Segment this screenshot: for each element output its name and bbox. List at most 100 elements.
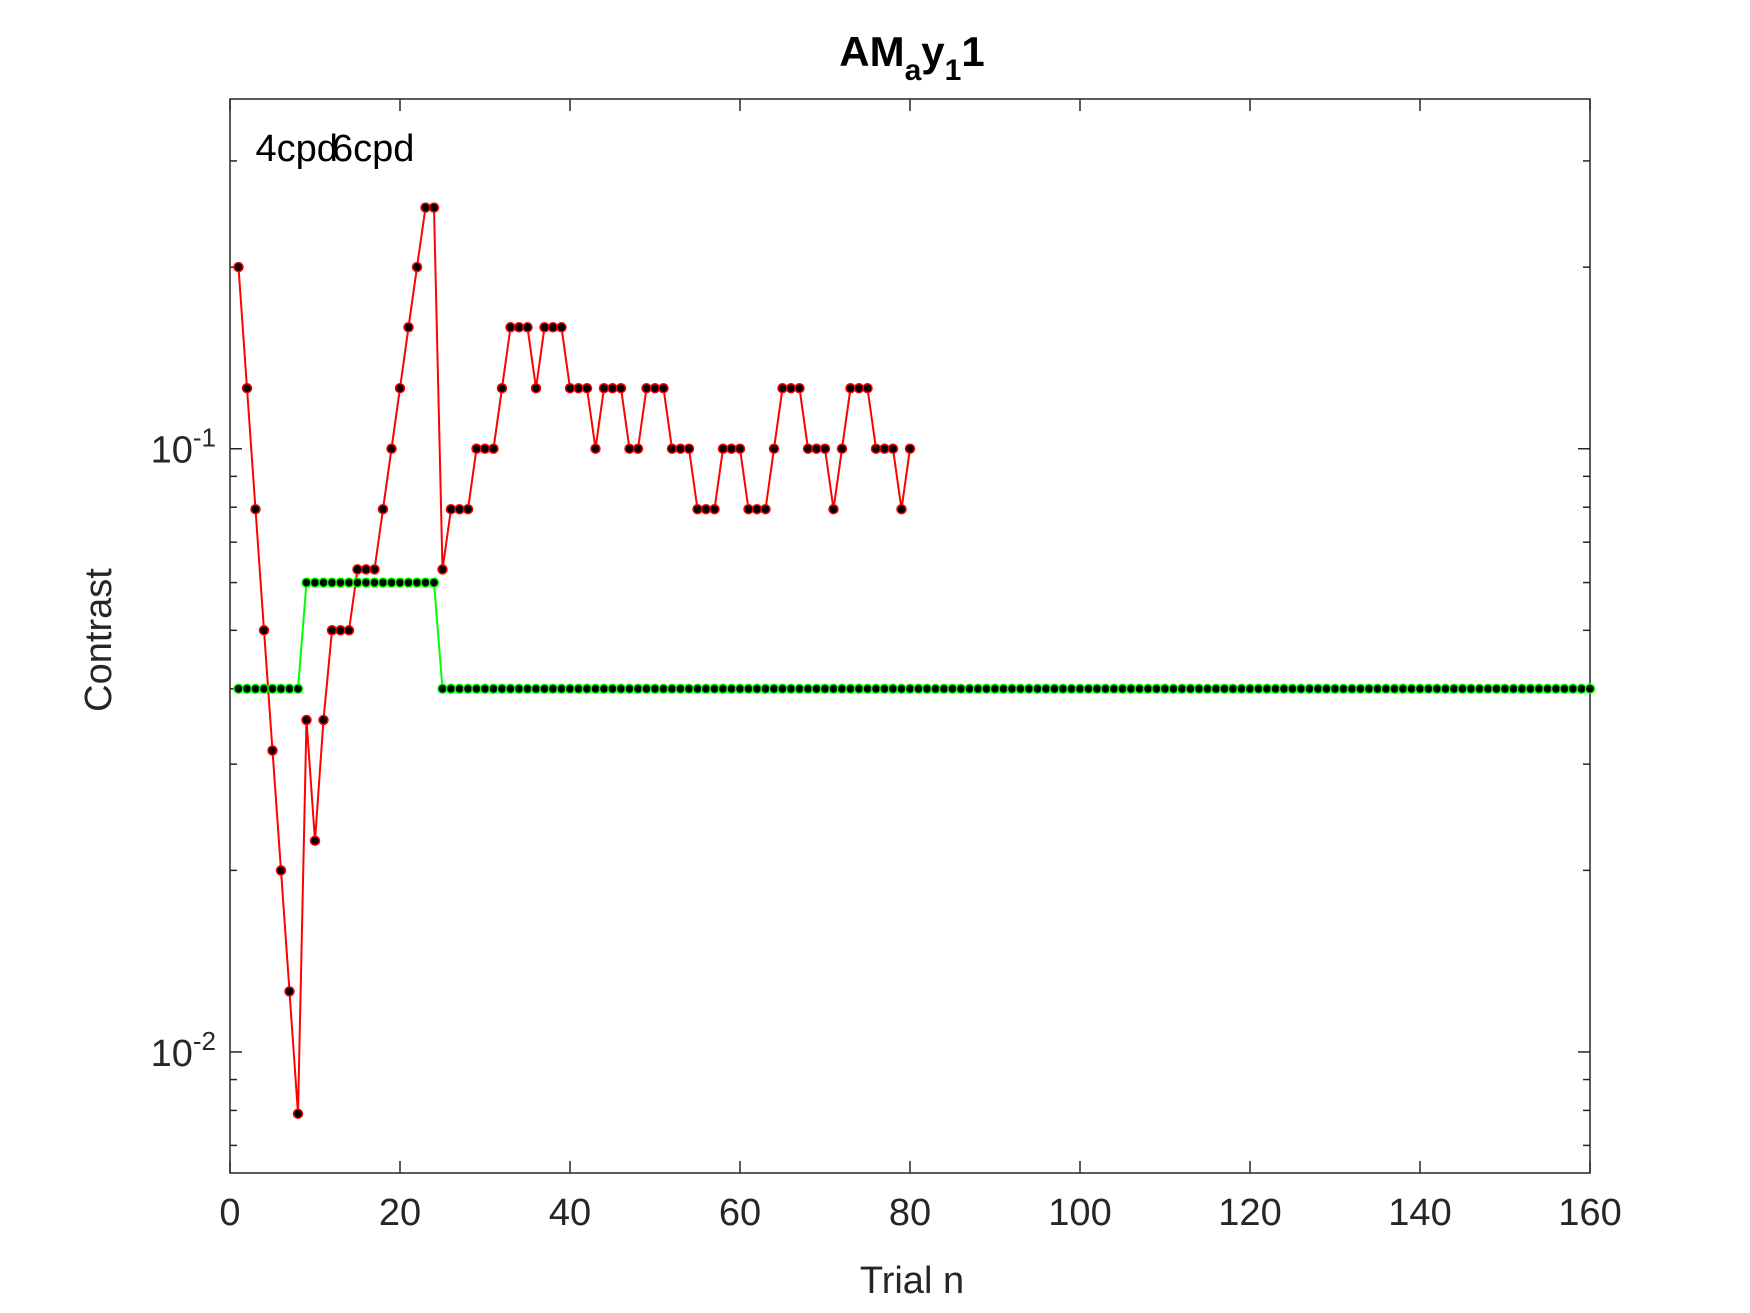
data-point [760,503,771,515]
data-point [870,683,882,695]
x-tick-label: 60 [719,1192,761,1234]
data-point [420,202,431,213]
data-point [530,382,542,394]
data-point [1057,683,1069,695]
data-point [479,683,491,695]
data-point [581,683,593,695]
data-point [292,1108,304,1119]
data-point [403,322,414,333]
data-point [930,683,941,695]
x-tick-label: 80 [889,1192,931,1234]
data-point [607,382,618,394]
data-point [624,683,635,695]
data-point [1508,683,1519,695]
x-tick-label: 140 [1388,1192,1451,1234]
chart-title: AMay11 [839,28,984,87]
annotation-label: 4cpd [256,128,338,170]
data-point [1108,683,1120,695]
data-point [1023,683,1035,695]
data-point [505,683,516,695]
data-point [343,577,355,588]
data-point [275,683,287,695]
data-point [564,382,576,394]
data-point [666,683,678,695]
data-point [1397,683,1409,695]
data-point [1015,683,1026,695]
data-point [250,683,261,695]
data-point [1542,683,1553,695]
data-point [539,322,550,333]
data-point [1236,683,1247,695]
data-point [632,683,644,695]
data-point [879,443,890,454]
data-point [1491,683,1502,695]
data-point [1329,683,1341,695]
data-point [955,683,967,695]
data-point [700,503,712,515]
data-point [785,683,797,695]
data-point [1550,683,1562,695]
data-point [488,683,499,695]
data-point [437,683,448,695]
series-line [238,581,1590,690]
data-point [318,577,329,588]
data-point [989,683,1001,695]
data-point [1117,683,1128,695]
data-point [1278,683,1290,695]
data-point [556,683,567,695]
data-point [862,683,873,695]
data-point [692,683,703,695]
data-point [233,261,244,273]
data-point [1355,683,1366,695]
data-point [369,577,380,588]
data-point [1168,683,1179,695]
series-1 [233,202,916,1119]
data-point [267,683,278,695]
data-point [641,683,652,695]
data-point [1533,683,1545,695]
data-point [479,443,491,454]
data-point [1482,683,1494,695]
data-point [471,443,482,454]
data-point [768,443,780,454]
data-point [1091,683,1103,695]
data-point [649,382,661,394]
series-2 [233,577,1596,695]
annotation-label: 6cpd [332,128,414,170]
y-tick-label: 10-1 [151,423,216,472]
data-point [318,714,329,726]
x-tick-label: 120 [1218,1192,1281,1234]
data-point [666,443,678,454]
data-point [675,683,686,695]
data-point [1457,683,1468,695]
data-point [309,835,321,846]
data-point [879,683,890,695]
data-point [564,683,576,695]
axes-frame [229,98,1591,1174]
data-point [1474,683,1485,695]
data-point [802,683,814,695]
data-point [530,683,542,695]
data-point [845,382,856,394]
data-point [598,382,610,394]
data-point [615,683,627,695]
data-point [488,443,499,454]
data-point [1567,683,1579,695]
data-point [309,577,321,588]
data-point [1414,683,1426,695]
data-point [1295,683,1307,695]
data-point [1321,683,1332,695]
data-point [1142,683,1154,695]
data-point [853,683,865,695]
data-point [675,443,686,454]
data-point [981,683,992,695]
data-point [1270,683,1281,695]
data-point [1406,683,1417,695]
data-point [819,683,831,695]
data-point [352,577,363,588]
data-point [1253,683,1264,695]
data-point [241,683,253,695]
data-point [921,683,933,695]
